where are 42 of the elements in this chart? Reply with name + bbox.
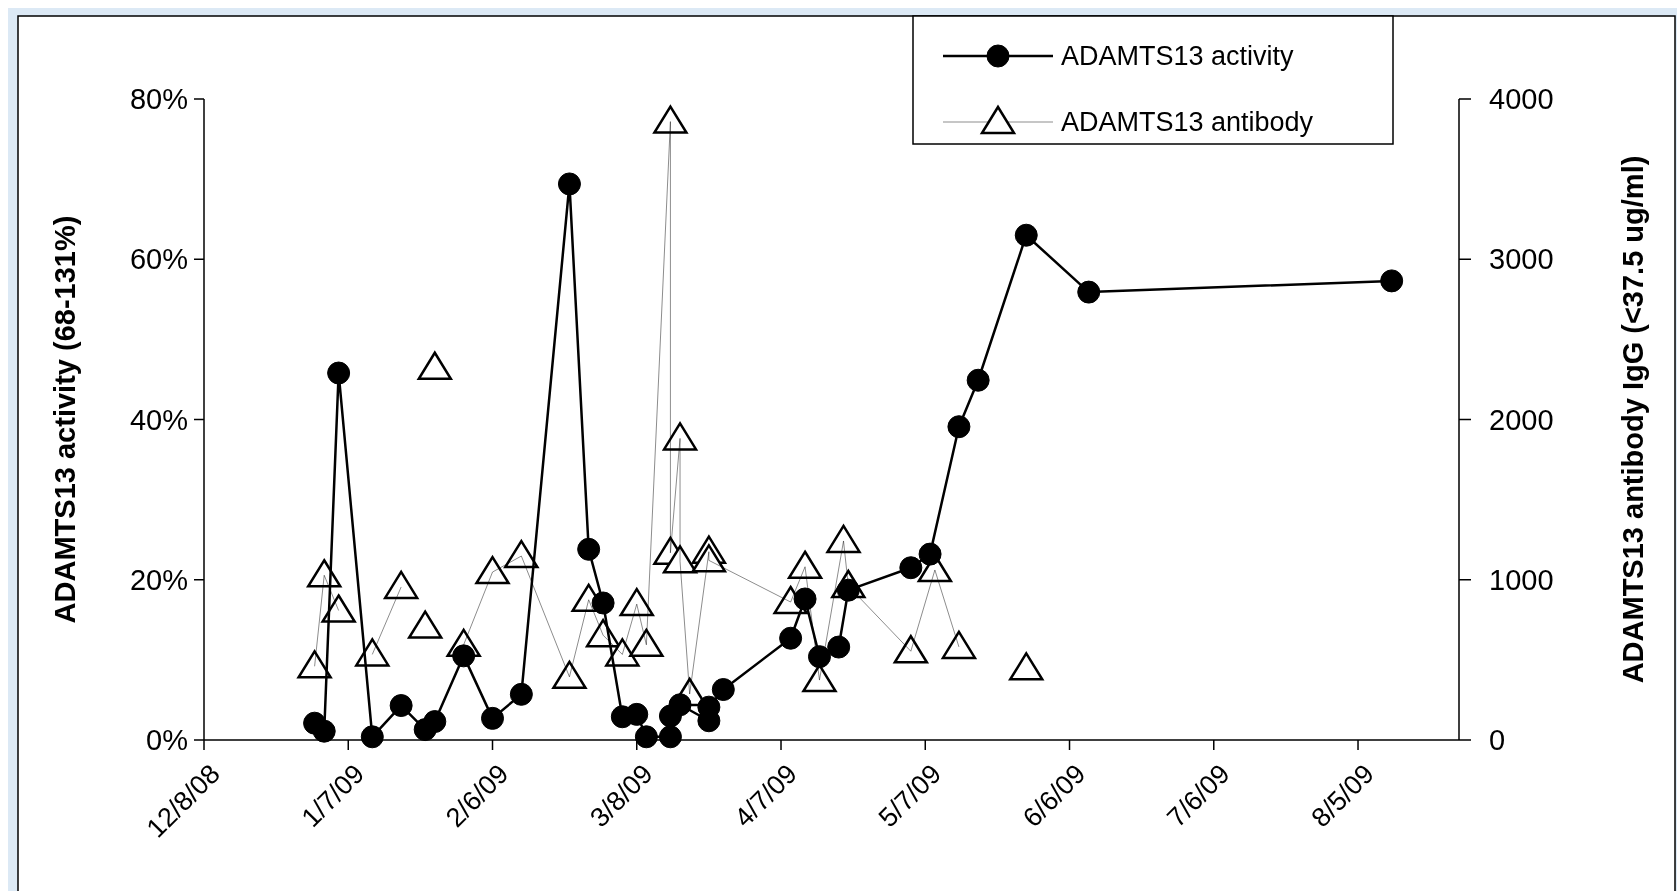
y2-tick-label: 0 <box>1489 724 1506 756</box>
point <box>355 638 390 667</box>
point <box>691 544 727 573</box>
point <box>1077 280 1101 304</box>
point <box>383 570 419 600</box>
point <box>787 550 823 580</box>
point <box>941 630 977 660</box>
y2-axis-title: ADAMTS13 antibody IgG (<37.5 ug/ml) <box>1617 155 1649 684</box>
point <box>552 660 587 690</box>
y-tick-label: 40% <box>129 403 188 436</box>
y2-tick-label: 1000 <box>1489 563 1554 596</box>
point <box>653 105 688 134</box>
y-tick-label: 20% <box>129 563 188 596</box>
point <box>407 610 443 639</box>
y2-tick-label: 3000 <box>1489 243 1554 276</box>
y2-tick-label: 4000 <box>1489 83 1554 115</box>
point <box>504 539 539 569</box>
point <box>662 545 698 574</box>
y-tick-label: 60% <box>129 243 188 276</box>
point <box>297 650 332 679</box>
point <box>629 628 664 658</box>
point <box>893 634 929 664</box>
point <box>417 351 453 380</box>
y-axis-title: ADAMTS13 activity (68-131%) <box>49 215 81 624</box>
point <box>1380 269 1404 293</box>
point <box>591 591 615 615</box>
point <box>1008 652 1044 681</box>
legend-label: ADAMTS13 antibody <box>1061 107 1314 137</box>
point <box>605 638 640 667</box>
point <box>826 524 861 554</box>
point <box>662 422 698 451</box>
point <box>619 587 655 617</box>
point <box>475 555 510 585</box>
point <box>327 361 351 385</box>
point <box>793 587 817 611</box>
point <box>321 594 356 623</box>
y2-tick-label: 2000 <box>1489 403 1554 436</box>
y-tick-label: 80% <box>129 83 188 115</box>
point <box>557 172 581 196</box>
legend-label: ADAMTS13 activity <box>1061 41 1295 71</box>
y-tick-label: 0% <box>146 724 188 756</box>
point <box>306 559 342 588</box>
